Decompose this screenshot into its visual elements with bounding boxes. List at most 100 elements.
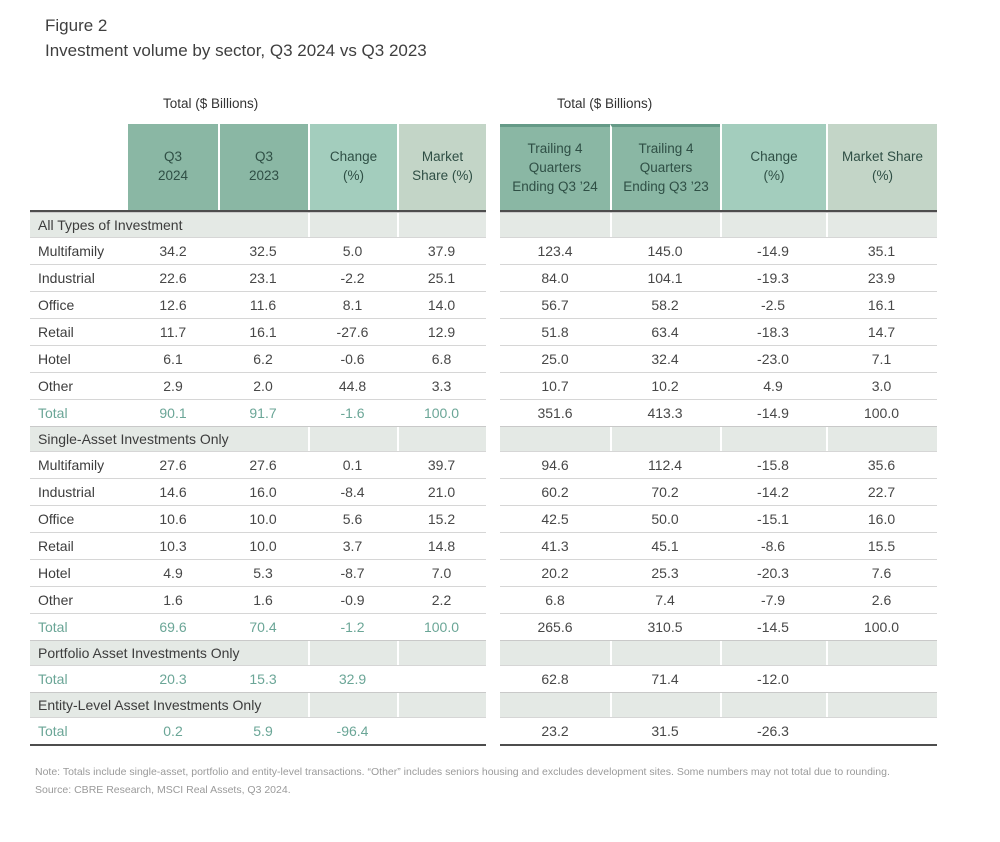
value-cell: 51.8	[541, 324, 569, 340]
value-cell: 2.0	[253, 378, 273, 394]
value-cell: 16.0	[867, 511, 896, 527]
value-cell: 14.6	[159, 484, 187, 500]
right-table-body: 123.4 145.0 -14.9 35.1 84.0 104.1 -19.3 23.9 56.…	[500, 212, 937, 746]
value-cell: 3.3	[431, 378, 452, 394]
total-row: Total 0.2 5.9 -96.4	[30, 717, 486, 746]
value-cell: 45.1	[651, 538, 679, 554]
value-cell: 14.7	[867, 324, 896, 340]
value-cell: 56.7	[541, 297, 569, 313]
value-cell: 37.9	[427, 243, 456, 259]
value-cell: 12.9	[427, 324, 456, 340]
value-cell: 32.4	[651, 351, 679, 367]
value-cell: -14.9	[757, 243, 789, 259]
table-row: 56.7 58.2 -2.5 16.1	[500, 291, 937, 318]
value-cell: 14.0	[427, 297, 456, 313]
value-cell: 10.6	[159, 511, 187, 527]
section-fill-cell	[308, 693, 397, 717]
total-value-cell: 5.9	[253, 723, 273, 739]
section-header-row	[500, 426, 937, 451]
row-label: Industrial	[38, 484, 95, 500]
value-cell: 104.1	[647, 270, 683, 286]
value-cell: 11.6	[249, 297, 277, 313]
value-cell: 6.8	[431, 351, 452, 367]
total-row: 351.6 413.3 -14.9 100.0	[500, 399, 937, 426]
section-fill-cell	[610, 693, 720, 717]
value-cell: -15.1	[757, 511, 789, 527]
total-row: 265.6 310.5 -14.5 100.0	[500, 613, 937, 640]
table-row: Retail 11.7 16.1 -27.6 12.9	[30, 318, 486, 345]
value-cell: 41.3	[541, 538, 569, 554]
section-fill-cell	[500, 693, 610, 717]
section-header-row	[500, 212, 937, 237]
left-header-q3-2024: Q3 2024	[128, 124, 218, 210]
section-label: Single-Asset Investments Only	[30, 427, 308, 451]
total-row: 62.8 71.4 -12.0	[500, 665, 937, 692]
table-row: 42.5 50.0 -15.1 16.0	[500, 505, 937, 532]
value-cell: 14.8	[427, 538, 456, 554]
value-cell: -8.4	[340, 484, 365, 500]
value-cell: -15.8	[757, 457, 789, 473]
table-row: Industrial 22.6 23.1 -2.2 25.1	[30, 264, 486, 291]
total-value-cell: 351.6	[537, 405, 573, 421]
total-value-cell: -26.3	[757, 723, 789, 739]
value-cell: 34.2	[159, 243, 187, 259]
value-cell: -7.9	[760, 592, 786, 608]
row-label: Industrial	[38, 270, 95, 286]
value-cell: 39.7	[427, 457, 456, 473]
figure-title-block: Figure 2 Investment volume by sector, Q3…	[45, 14, 427, 63]
table-row: Multifamily 27.6 27.6 0.1 39.7	[30, 451, 486, 478]
value-cell: 8.1	[342, 297, 363, 313]
value-cell: 7.6	[871, 565, 892, 581]
section-fill-cell	[308, 213, 397, 237]
left-table-body: All Types of Investment Multifamily 34.2 32…	[30, 212, 486, 746]
total-row: Total 69.6 70.4 -1.2 100.0	[30, 613, 486, 640]
value-cell: -0.6	[340, 351, 365, 367]
left-table-caption: Total ($ Billions)	[163, 96, 259, 111]
total-label: Total	[38, 619, 68, 635]
section-fill-cell	[500, 641, 610, 665]
value-cell: 35.1	[867, 243, 896, 259]
table-row: 123.4 145.0 -14.9 35.1	[500, 237, 937, 264]
section-header-row: Portfolio Asset Investments Only	[30, 640, 486, 665]
section-fill-cell	[720, 427, 826, 451]
value-cell: -23.0	[757, 351, 789, 367]
section-fill-cell	[397, 213, 486, 237]
total-value-cell: 15.3	[249, 671, 277, 687]
total-value-cell: 71.4	[651, 671, 679, 687]
section-fill-cell	[397, 427, 486, 451]
section-header-row: Single-Asset Investments Only	[30, 426, 486, 451]
value-cell: 60.2	[541, 484, 569, 500]
total-value-cell: -1.6	[340, 405, 365, 421]
value-cell: 2.2	[431, 592, 452, 608]
table-row: Hotel 4.9 5.3 -8.7 7.0	[30, 559, 486, 586]
total-label: Total	[38, 405, 68, 421]
total-value-cell: 23.2	[541, 723, 569, 739]
value-cell: 25.0	[541, 351, 569, 367]
section-fill-cell	[826, 427, 937, 451]
total-value-cell: 31.5	[651, 723, 679, 739]
section-fill-cell	[826, 213, 937, 237]
total-value-cell: 70.4	[249, 619, 277, 635]
value-cell: 112.4	[648, 457, 682, 473]
total-value-cell: 62.8	[541, 671, 569, 687]
left-header-empty-cell	[30, 124, 128, 210]
section-header-row: Entity-Level Asset Investments Only	[30, 692, 486, 717]
section-fill-cell	[720, 213, 826, 237]
value-cell: 25.1	[427, 270, 456, 286]
value-cell: -20.3	[757, 565, 789, 581]
row-label: Retail	[38, 538, 74, 554]
value-cell: 5.0	[342, 243, 363, 259]
row-label: Office	[38, 511, 75, 527]
left-table-header-row: Q3 2024 Q3 2023 Change (%) Market Share …	[30, 124, 486, 212]
value-cell: 7.1	[871, 351, 892, 367]
left-header-q3-2023: Q3 2023	[218, 124, 308, 210]
total-value-cell: -12.0	[757, 671, 789, 687]
total-value-cell	[826, 666, 937, 692]
value-cell: 50.0	[651, 511, 679, 527]
section-fill-cell	[397, 693, 486, 717]
value-cell: -2.2	[340, 270, 365, 286]
value-cell: 5.3	[253, 565, 273, 581]
table-row: 94.6 112.4 -15.8 35.6	[500, 451, 937, 478]
total-value-cell: 100.0	[863, 619, 900, 635]
section-fill-cell	[308, 641, 397, 665]
